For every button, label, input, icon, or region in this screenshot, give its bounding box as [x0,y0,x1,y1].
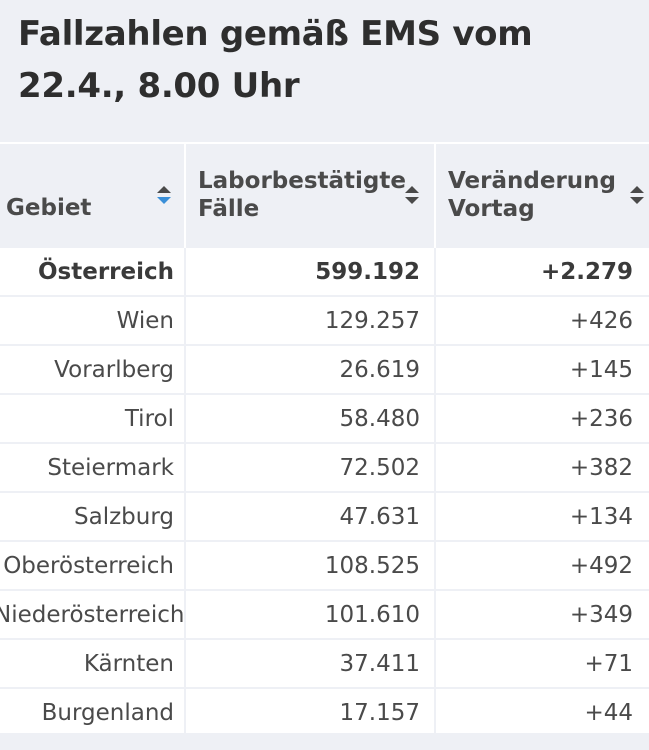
cell-veraenderung: +492 [435,540,649,590]
cell-veraenderung: +349 [435,589,649,639]
cell-faelle: 129.257 [185,295,436,345]
cell-gebiet: Steiermark [0,442,186,492]
table-header-row: Gebiet Laborbestätigte Fälle Veränderung… [0,142,649,247]
table-body: Österreich 599.192 +2.279 Wien 129.257 +426 Vo… [0,246,649,738]
cell-gebiet: Niederösterreich [0,589,186,639]
column-header-label: Laborbestätigte Fälle [198,168,406,222]
cell-veraenderung: +71 [435,638,649,688]
cell-faelle: 101.610 [185,589,436,639]
cell-gebiet: Burgenland [0,687,186,738]
column-header-gebiet[interactable]: Gebiet [0,142,186,247]
table-row: Tirol 58.480 +236 [0,393,649,443]
column-header-faelle[interactable]: Laborbestätigte Fälle [185,142,436,247]
cell-faelle: 47.631 [185,491,436,541]
table-row: Kärnten 37.411 +71 [0,638,649,688]
cell-faelle: 108.525 [185,540,436,590]
table-row: Oberösterreich 108.525 +492 [0,540,649,590]
table-row: Vorarlberg 26.619 +145 [0,344,649,394]
cell-gebiet: Salzburg [0,491,186,541]
table-row: Salzburg 47.631 +134 [0,491,649,541]
page-title: Fallzahlen gemäß EMS vom 22.4., 8.00 Uhr [18,14,533,106]
cell-faelle: 72.502 [185,442,436,492]
cell-gebiet: Österreich [0,246,186,296]
cell-faelle: 26.619 [185,344,436,394]
cell-veraenderung: +236 [435,393,649,443]
cell-faelle: 599.192 [185,246,436,296]
sort-icon-descending-active[interactable] [156,183,172,207]
cell-veraenderung: +426 [435,295,649,345]
column-header-label: Veränderung Vortag [448,168,616,222]
column-header-veraenderung[interactable]: Veränderung Vortag [435,142,649,247]
cell-gebiet: Wien [0,295,186,345]
cell-faelle: 17.157 [185,687,436,738]
case-table: Gebiet Laborbestätigte Fälle Veränderung… [0,142,649,738]
table-row-total: Österreich 599.192 +2.279 [0,246,649,296]
sort-icon[interactable] [629,183,645,207]
table-row: Wien 129.257 +426 [0,295,649,345]
cell-veraenderung: +2.279 [435,246,649,296]
cell-faelle: 58.480 [185,393,436,443]
cell-gebiet: Oberösterreich [0,540,186,590]
cell-veraenderung: +44 [435,687,649,738]
footer-strip [0,733,649,750]
table-row: Niederösterreich 101.610 +349 [0,589,649,639]
cell-veraenderung: +134 [435,491,649,541]
table-row: Steiermark 72.502 +382 [0,442,649,492]
cell-veraenderung: +382 [435,442,649,492]
sort-icon[interactable] [404,183,420,207]
cell-gebiet: Kärnten [0,638,186,688]
cell-veraenderung: +145 [435,344,649,394]
column-header-label: Gebiet [6,195,92,221]
cell-gebiet: Vorarlberg [0,344,186,394]
cell-faelle: 37.411 [185,638,436,688]
table-row: Burgenland 17.157 +44 [0,687,649,738]
cell-gebiet: Tirol [0,393,186,443]
